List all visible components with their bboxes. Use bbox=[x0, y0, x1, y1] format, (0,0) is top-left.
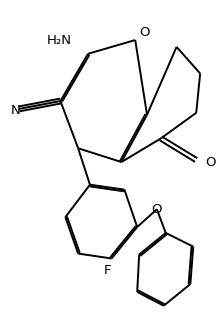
Text: O: O bbox=[139, 26, 149, 39]
Text: O: O bbox=[205, 155, 215, 169]
Text: F: F bbox=[104, 264, 111, 277]
Text: N: N bbox=[11, 104, 21, 117]
Text: O: O bbox=[152, 203, 162, 216]
Text: H₂N: H₂N bbox=[47, 34, 72, 47]
